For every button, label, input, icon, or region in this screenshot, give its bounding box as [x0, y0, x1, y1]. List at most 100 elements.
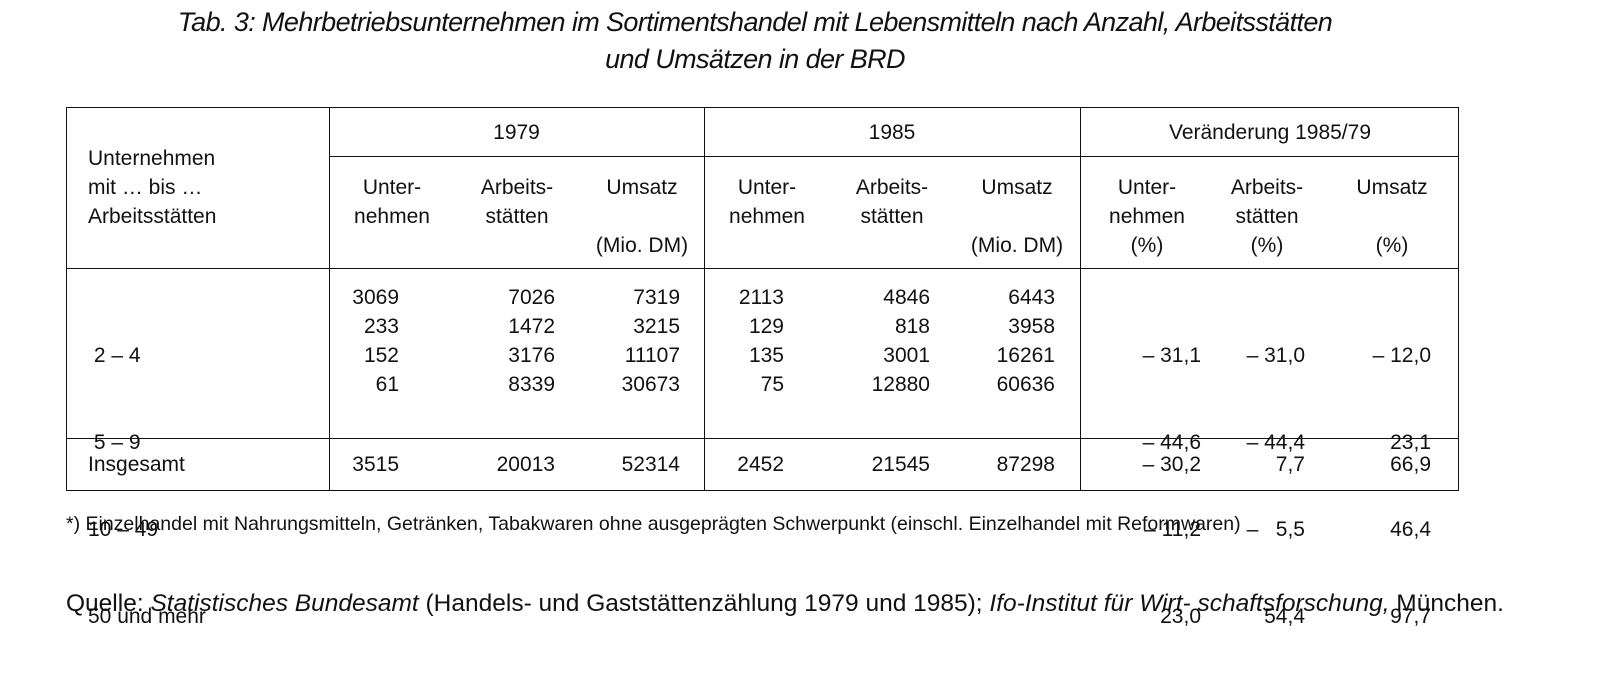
cell: 46,4	[1390, 518, 1431, 541]
cell: 12880	[871, 373, 930, 396]
subheader-line: stätten	[860, 205, 924, 228]
subheader-arbeitsstaetten-change: Arbeits- stätten (%)	[1212, 173, 1322, 260]
subheader-line	[1337, 202, 1447, 231]
subheader-line: stätten	[485, 205, 549, 228]
subheader-line: Umsatz	[981, 176, 1053, 199]
total-cell: 20013	[496, 453, 555, 476]
subheader-line: (%)	[1130, 234, 1164, 257]
subheader-arbeitsstaetten-1979: Arbeits- stätten	[457, 173, 577, 231]
total-cell: 3515	[352, 453, 399, 476]
cell: – 11,2	[1144, 518, 1201, 541]
cell: 135	[748, 344, 784, 367]
divider-row-header	[329, 108, 330, 490]
footnote: *) Einzelhandel mit Nahrungsmitteln, Get…	[66, 513, 1241, 535]
total-cell: 66,9	[1390, 453, 1431, 476]
row-header-line: Arbeitsstätten	[88, 205, 217, 228]
column-arbeitsstaetten-change: – 31,0 – 44,4 – 5,5 54,4	[1247, 283, 1305, 689]
source-org-1: Statistisches Bundesamt	[150, 590, 419, 617]
cell: 1472	[508, 315, 555, 338]
column-unternehmen-1985: 2113 129 135 75	[739, 283, 784, 399]
cell: 3215	[633, 315, 680, 338]
subheader-line: Umsatz	[1356, 176, 1428, 199]
column-umsatz-change: – 12,0 23,1 46,4 97,7	[1373, 283, 1431, 689]
column-umsatz-1979: 7319 3215 11107 30673	[622, 283, 680, 399]
cell: – 12,0	[1372, 344, 1431, 367]
subheader-line: (%)	[1250, 234, 1284, 257]
subheader-line: nehmen	[729, 205, 805, 228]
group-header-1979: 1979	[493, 121, 540, 144]
table-title: Tab. 3: Mehrbetriebsunternehmen im Sorti…	[0, 4, 1510, 78]
cell: – 5,5	[1246, 518, 1305, 541]
cell: 8339	[508, 373, 555, 396]
total-cell: 2452	[737, 453, 784, 476]
cell: – 31,1	[1142, 344, 1201, 367]
group-header-change: Veränderung 1985/79	[1168, 121, 1371, 144]
row-label: 10 – 49	[88, 518, 159, 541]
subheader-line: Arbeits-	[480, 176, 554, 199]
column-arbeitsstaetten-1985: 4846 818 3001 12880	[872, 283, 930, 399]
subheader-line: nehmen	[1109, 205, 1185, 228]
divider-1979-1985	[704, 108, 705, 490]
source-mid: (Handels- und Gaststättenzählung 1979 un…	[418, 590, 990, 617]
column-umsatz-1985: 6443 3958 16261 60636	[997, 283, 1055, 399]
source-suffix: München.	[1389, 590, 1504, 617]
cell: 23,0	[1160, 605, 1201, 628]
subheader-line: nehmen	[354, 205, 430, 228]
column-arbeitsstaetten-1979: 7026 1472 3176 8339	[508, 283, 555, 399]
column-unternehmen-change: – 31,1 – 44,6 – 11,2 23,0	[1143, 283, 1201, 689]
total-cell: – 30,2	[1142, 453, 1201, 476]
divider-1985-change	[1080, 108, 1081, 490]
source-note: Quelle: Statistisches Bundesamt (Handels…	[66, 586, 1506, 622]
divider-body-total	[67, 438, 1458, 439]
subheader-arbeitsstaetten-1985: Arbeits- stätten	[832, 173, 952, 231]
subheader-line: Arbeits-	[855, 176, 929, 199]
subheader-line: (Mio. DM)	[970, 234, 1064, 257]
subheader-umsatz-change: Umsatz (%)	[1337, 173, 1447, 260]
cell: 75	[760, 373, 784, 396]
subheader-line: (Mio. DM)	[595, 234, 689, 257]
title-line-2: und Umsätzen in der BRD	[605, 44, 905, 74]
subheader-line	[582, 202, 702, 231]
cell: 818	[894, 315, 930, 338]
cell: 7026	[508, 286, 555, 309]
divider-header-body	[67, 268, 1458, 269]
cell: 6443	[1008, 286, 1055, 309]
row-label: 5 – 9	[88, 431, 141, 454]
row-header-line: mit … bis …	[88, 176, 203, 199]
total-label: Insgesamt	[88, 453, 185, 476]
cell: 11107	[624, 344, 680, 367]
cell: – 44,6	[1142, 431, 1201, 454]
subheader-umsatz-1985: Umsatz (Mio. DM)	[957, 173, 1077, 260]
row-header: Unternehmen mit … bis … Arbeitsstätten	[88, 144, 216, 231]
subheader-unternehmen-change: Unter- nehmen (%)	[1092, 173, 1202, 260]
cell: 233	[363, 315, 399, 338]
cell: 129	[748, 315, 784, 338]
column-unternehmen-1979: 3069 233 152 61	[352, 283, 399, 399]
cell: 152	[363, 344, 399, 367]
subheader-umsatz-1979: Umsatz (Mio. DM)	[582, 173, 702, 260]
total-cell: 7,7	[1275, 453, 1305, 476]
cell: – 31,0	[1246, 344, 1305, 367]
cell: 97,7	[1390, 605, 1431, 628]
subheader-line: Unter-	[1117, 176, 1177, 199]
cell: 4846	[883, 286, 930, 309]
source-org-2: Ifo-Institut für Wirt- schaftsforschung,	[989, 590, 1390, 617]
subheader-line	[957, 202, 1077, 231]
group-header-1985: 1985	[868, 121, 916, 144]
row-header-line: Unternehmen	[88, 147, 216, 170]
cell: 16261	[996, 344, 1055, 367]
subheader-line: Unter-	[737, 176, 797, 199]
cell: 3069	[352, 286, 399, 309]
cell: 60636	[996, 373, 1055, 396]
subheader-line: (%)	[1375, 234, 1409, 257]
cell: 54,4	[1264, 605, 1305, 628]
source-prefix: Quelle:	[66, 590, 151, 617]
row-label: 50 und mehr	[88, 605, 206, 628]
cell: 2113	[738, 286, 784, 309]
subheader-line: Unter-	[362, 176, 422, 199]
subheader-line: stätten	[1235, 205, 1299, 228]
divider-group-header	[329, 156, 1458, 157]
cell: 3176	[508, 344, 555, 367]
cell: 7319	[633, 286, 680, 309]
cell: 30673	[621, 373, 680, 396]
